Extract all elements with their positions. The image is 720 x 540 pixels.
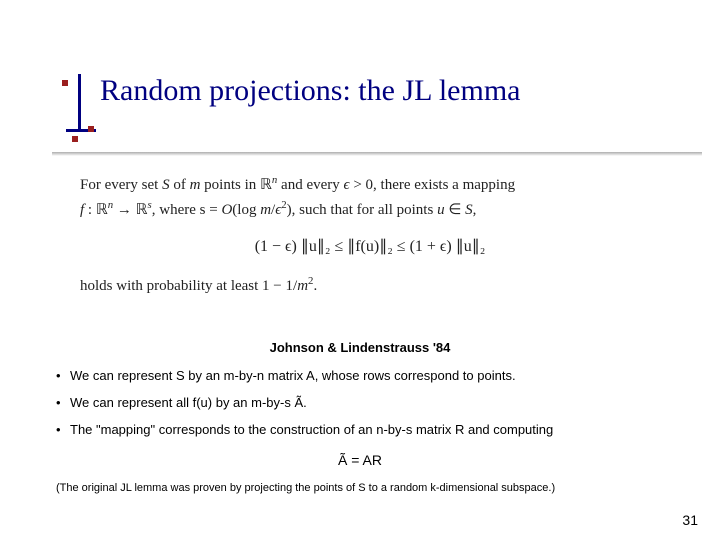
math-text: , there exists a mapping (373, 177, 515, 193)
title-decoration (62, 74, 92, 142)
equation-line: Ã = AR (0, 452, 720, 468)
math-text: , such that for all points (292, 202, 437, 218)
lemma-statement: For every set S of m points in ℝn and ev… (80, 172, 660, 298)
math-text: For every set (80, 177, 162, 193)
bullet-item: We can represent all f(u) by an m-by-s Ã… (56, 395, 680, 410)
math-text: , where s = (152, 202, 222, 218)
math-prob: holds with probability at least 1 − 1/m2… (80, 273, 660, 298)
math-text: and every (277, 177, 343, 193)
bullet-item: The "mapping" corresponds to the constru… (56, 422, 680, 437)
bullet-list: We can represent S by an m-by-n matrix A… (56, 368, 680, 449)
footnote: (The original JL lemma was proven by pro… (56, 482, 680, 494)
math-inequality: (1 − ϵ) ∥u∥₂ ≤ ∥f(u)∥₂ ≤ (1 + ϵ) ∥u∥₂ (80, 235, 660, 259)
attribution: Johnson & Lindenstrauss '84 (0, 340, 720, 355)
page-number: 31 (682, 512, 698, 528)
title-divider (52, 152, 702, 156)
bullet-item: We can represent S by an m-by-n matrix A… (56, 368, 680, 383)
slide-title: Random projections: the JL lemma (100, 74, 680, 108)
math-text: points in (200, 177, 260, 193)
